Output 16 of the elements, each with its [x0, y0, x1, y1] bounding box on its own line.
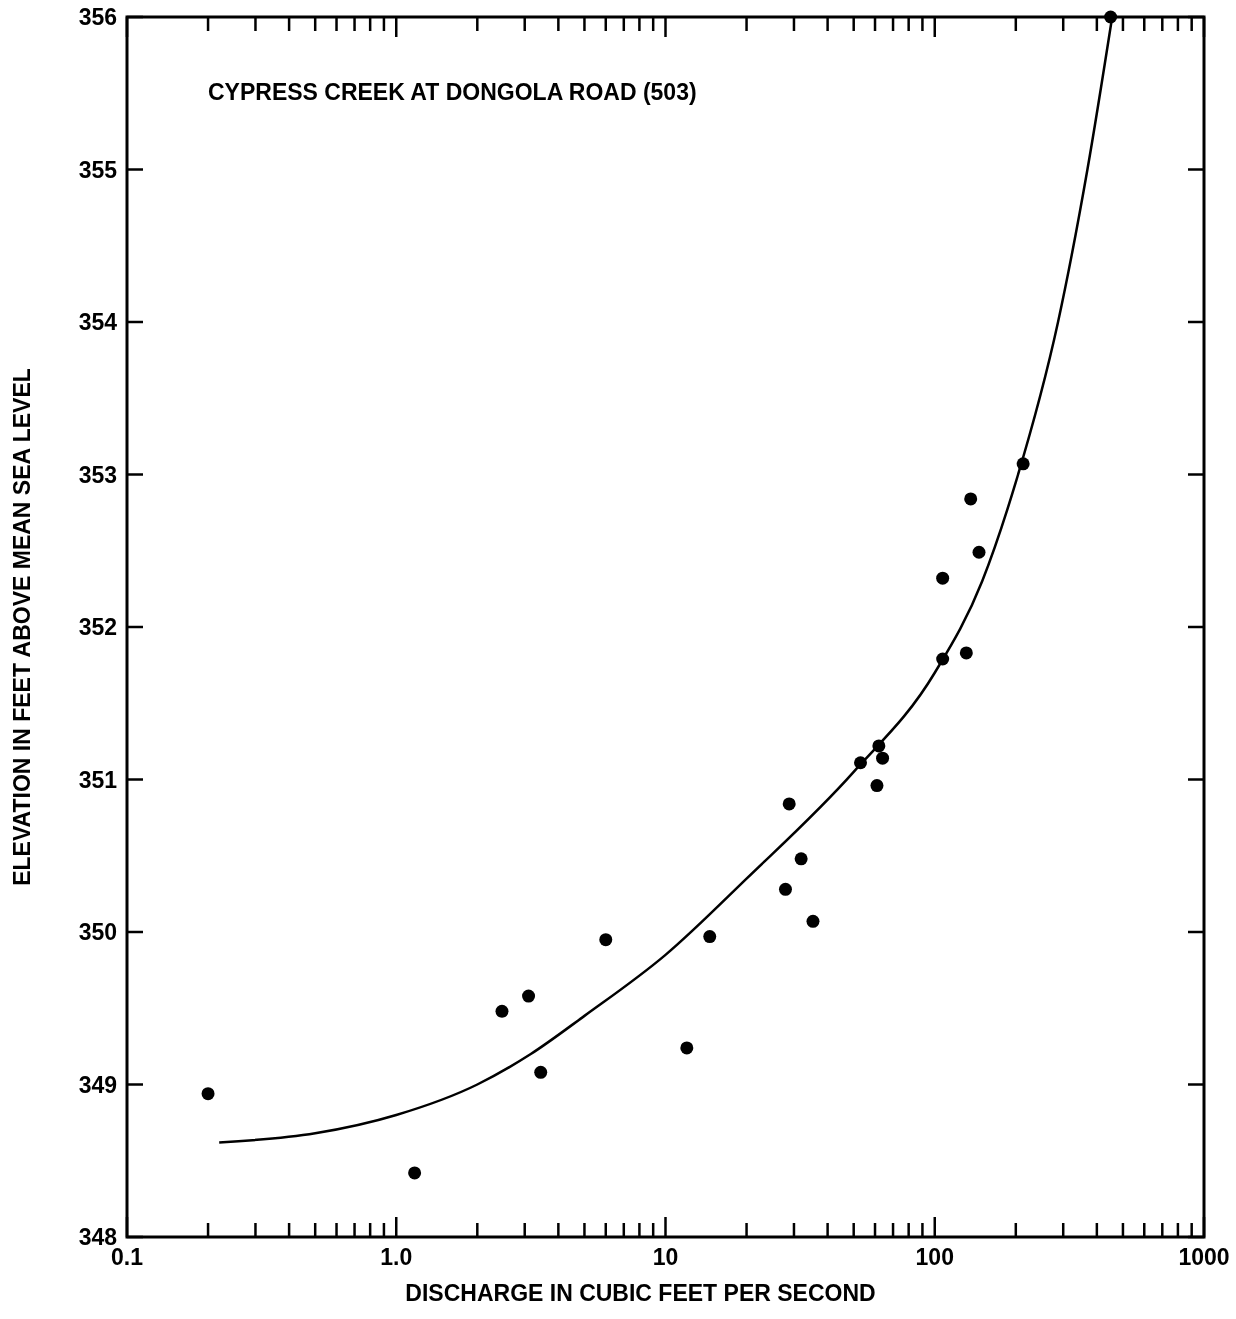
- y-tick-label: 350: [78, 919, 117, 945]
- y-tick-label: 351: [78, 766, 118, 793]
- y-tick-label: 355: [78, 156, 118, 183]
- x-tick-label: 1000: [1178, 1244, 1230, 1270]
- y-tick-label: 349: [78, 1071, 117, 1098]
- y-axis-title: ELEVATION IN FEET ABOVE MEAN SEA LEVEL: [9, 368, 35, 886]
- x-tick-label: 0.1: [111, 1244, 144, 1270]
- text: CYPRESS CREEK AT DONGOLA ROAD (503): [208, 79, 697, 105]
- y-tick-label: 354: [78, 309, 118, 335]
- x-tick-label: 1.0: [380, 1244, 413, 1270]
- y-tick-label: 353: [78, 461, 117, 488]
- y-tick-label: 356: [78, 4, 117, 30]
- x-tick-label: 10: [652, 1244, 679, 1270]
- x-tick-label: 100: [915, 1244, 954, 1270]
- x-axis-title: DISCHARGE IN CUBIC FEET PER SECOND: [405, 1280, 876, 1306]
- y-tick-label: 352: [78, 614, 117, 640]
